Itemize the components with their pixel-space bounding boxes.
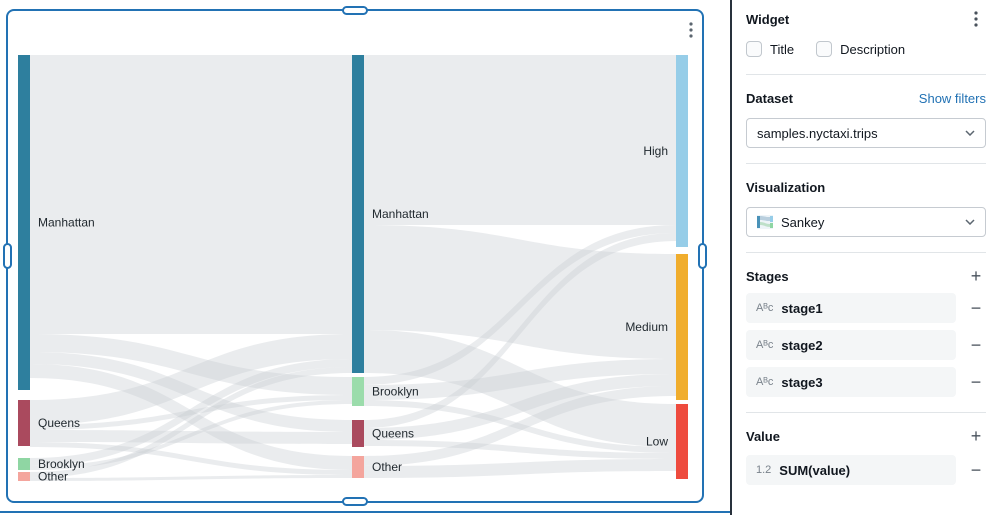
sankey-node-q1[interactable] [352, 420, 364, 447]
divider [746, 252, 986, 253]
title-checkbox-wrap: Title [746, 41, 794, 57]
sankey-flow[interactable] [364, 330, 676, 447]
sankey-flow[interactable] [30, 359, 352, 466]
string-type-icon: Aᴮᴄ [756, 301, 774, 314]
divider [746, 74, 986, 75]
sankey-flow[interactable] [30, 400, 352, 470]
stage-row: Aᴮᴄ stage1 − [746, 293, 986, 323]
title-checkbox[interactable] [746, 41, 762, 57]
sankey-node-m0[interactable] [18, 55, 30, 390]
visualization-select[interactable]: Sankey [746, 207, 986, 237]
sankey-chart[interactable]: ManhattanQueensBrooklynOtherManhattanBro… [0, 0, 730, 515]
visualization-selected-value: Sankey [781, 214, 825, 230]
sankey-flow[interactable] [30, 364, 352, 470]
chevron-down-icon [965, 219, 975, 225]
sankey-flow[interactable] [364, 459, 676, 478]
sum-value-label: SUM(value) [779, 462, 851, 478]
stage2-label: stage2 [781, 337, 823, 353]
description-checkbox[interactable] [816, 41, 833, 57]
dashboard-canvas: Manhattan Queens Brooklyn Other Manhattan Bro… [0, 0, 730, 515]
visualization-section-title: Visualization [746, 179, 826, 195]
sankey-flow[interactable] [364, 400, 676, 453]
sankey-flow[interactable] [30, 430, 352, 444]
sankey-node-label: Queens [38, 416, 80, 430]
chevron-down-icon [965, 130, 975, 136]
stage1-label: stage1 [781, 300, 823, 316]
add-stage-button[interactable]: + [970, 266, 982, 286]
sankey-flow[interactable] [30, 395, 352, 430]
stage-row: Aᴮᴄ stage2 − [746, 330, 986, 360]
sankey-flow[interactable] [364, 55, 676, 225]
sankey-flow[interactable] [364, 359, 676, 400]
sankey-flow[interactable] [30, 334, 352, 425]
sankey-node-label: Queens [372, 427, 414, 441]
sankey-node-label: High [643, 144, 668, 158]
stage3-label: stage3 [781, 374, 823, 390]
remove-value-button[interactable]: − [970, 460, 982, 480]
sankey-flow[interactable] [30, 334, 352, 395]
sankey-flow[interactable] [30, 55, 352, 334]
sankey-flow[interactable] [364, 374, 676, 440]
sankey-node-label: Brooklyn [38, 457, 85, 471]
stage3-field[interactable]: Aᴮᴄ stage3 [746, 367, 956, 397]
description-checkbox-label: Description [840, 41, 906, 57]
dataset-select[interactable]: samples.nyctaxi.trips [746, 118, 986, 148]
sankey-flow[interactable] [30, 367, 352, 478]
sankey-node-label: Other [372, 460, 402, 474]
sankey-node-label: Manhattan [372, 207, 429, 221]
divider [746, 163, 986, 164]
sankey-node-label: Other [38, 470, 68, 484]
dataset-selected-value: samples.nyctaxi.trips [757, 125, 878, 141]
sankey-flow[interactable] [30, 442, 352, 475]
sankey-node-label: Medium [625, 320, 668, 334]
sankey-node-high[interactable] [676, 55, 688, 247]
sankey-node-b1[interactable] [352, 377, 364, 406]
string-type-icon: Aᴮᴄ [756, 375, 774, 388]
remove-stage2-button[interactable]: − [970, 335, 982, 355]
sankey-node-label: Brooklyn [372, 385, 419, 399]
value-row: 1.2 SUM(value) − [746, 455, 986, 485]
sankey-flow[interactable] [364, 233, 676, 428]
dataset-section-title: Dataset [746, 90, 793, 106]
panel-divider [730, 0, 732, 515]
title-checkbox-label: Title [770, 41, 795, 57]
widget-kebab-icon[interactable] [682, 20, 700, 40]
sankey-node-med[interactable] [676, 254, 688, 400]
panel-title: Widget [746, 11, 790, 27]
add-value-button[interactable]: + [970, 426, 982, 446]
sankey-node-q0[interactable] [18, 400, 30, 446]
number-type-icon: 1.2 [756, 463, 772, 476]
stages-section-title: Stages [746, 268, 789, 284]
sankey-node-o1[interactable] [352, 456, 364, 478]
description-checkbox-wrap: Description [816, 41, 905, 57]
show-filters-link[interactable]: Show filters [918, 90, 986, 106]
sankey-node-o0[interactable] [18, 472, 30, 481]
string-type-icon: Aᴮᴄ [756, 338, 774, 351]
sankey-node-m1[interactable] [352, 55, 364, 373]
canvas-grid-edge [0, 511, 730, 513]
sankey-flow[interactable] [364, 225, 676, 359]
sum-value-field[interactable]: 1.2 SUM(value) [746, 455, 956, 485]
remove-stage1-button[interactable]: − [970, 298, 982, 318]
sankey-node-low[interactable] [676, 404, 688, 479]
stage-row: Aᴮᴄ stage3 − [746, 367, 986, 397]
sankey-flow[interactable] [364, 440, 676, 459]
sankey-icon [757, 215, 773, 229]
sankey-node-label: Low [646, 435, 668, 449]
value-section-title: Value [746, 428, 780, 444]
sankey-flow[interactable] [364, 386, 676, 466]
sankey-flow[interactable] [30, 475, 352, 481]
stage1-field[interactable]: Aᴮᴄ stage1 [746, 293, 956, 323]
sankey-flow[interactable] [364, 225, 676, 385]
sankey-node-label: Manhattan [38, 216, 95, 230]
remove-stage3-button[interactable]: − [970, 372, 982, 392]
panel-kebab-icon[interactable] [966, 9, 986, 29]
stage2-field[interactable]: Aᴮᴄ stage2 [746, 330, 956, 360]
divider [746, 412, 986, 413]
sankey-node-b0[interactable] [18, 458, 30, 470]
widget-config-panel: Widget Title Description Dataset Show fi… [732, 0, 1000, 515]
sankey-flow[interactable] [30, 352, 352, 432]
